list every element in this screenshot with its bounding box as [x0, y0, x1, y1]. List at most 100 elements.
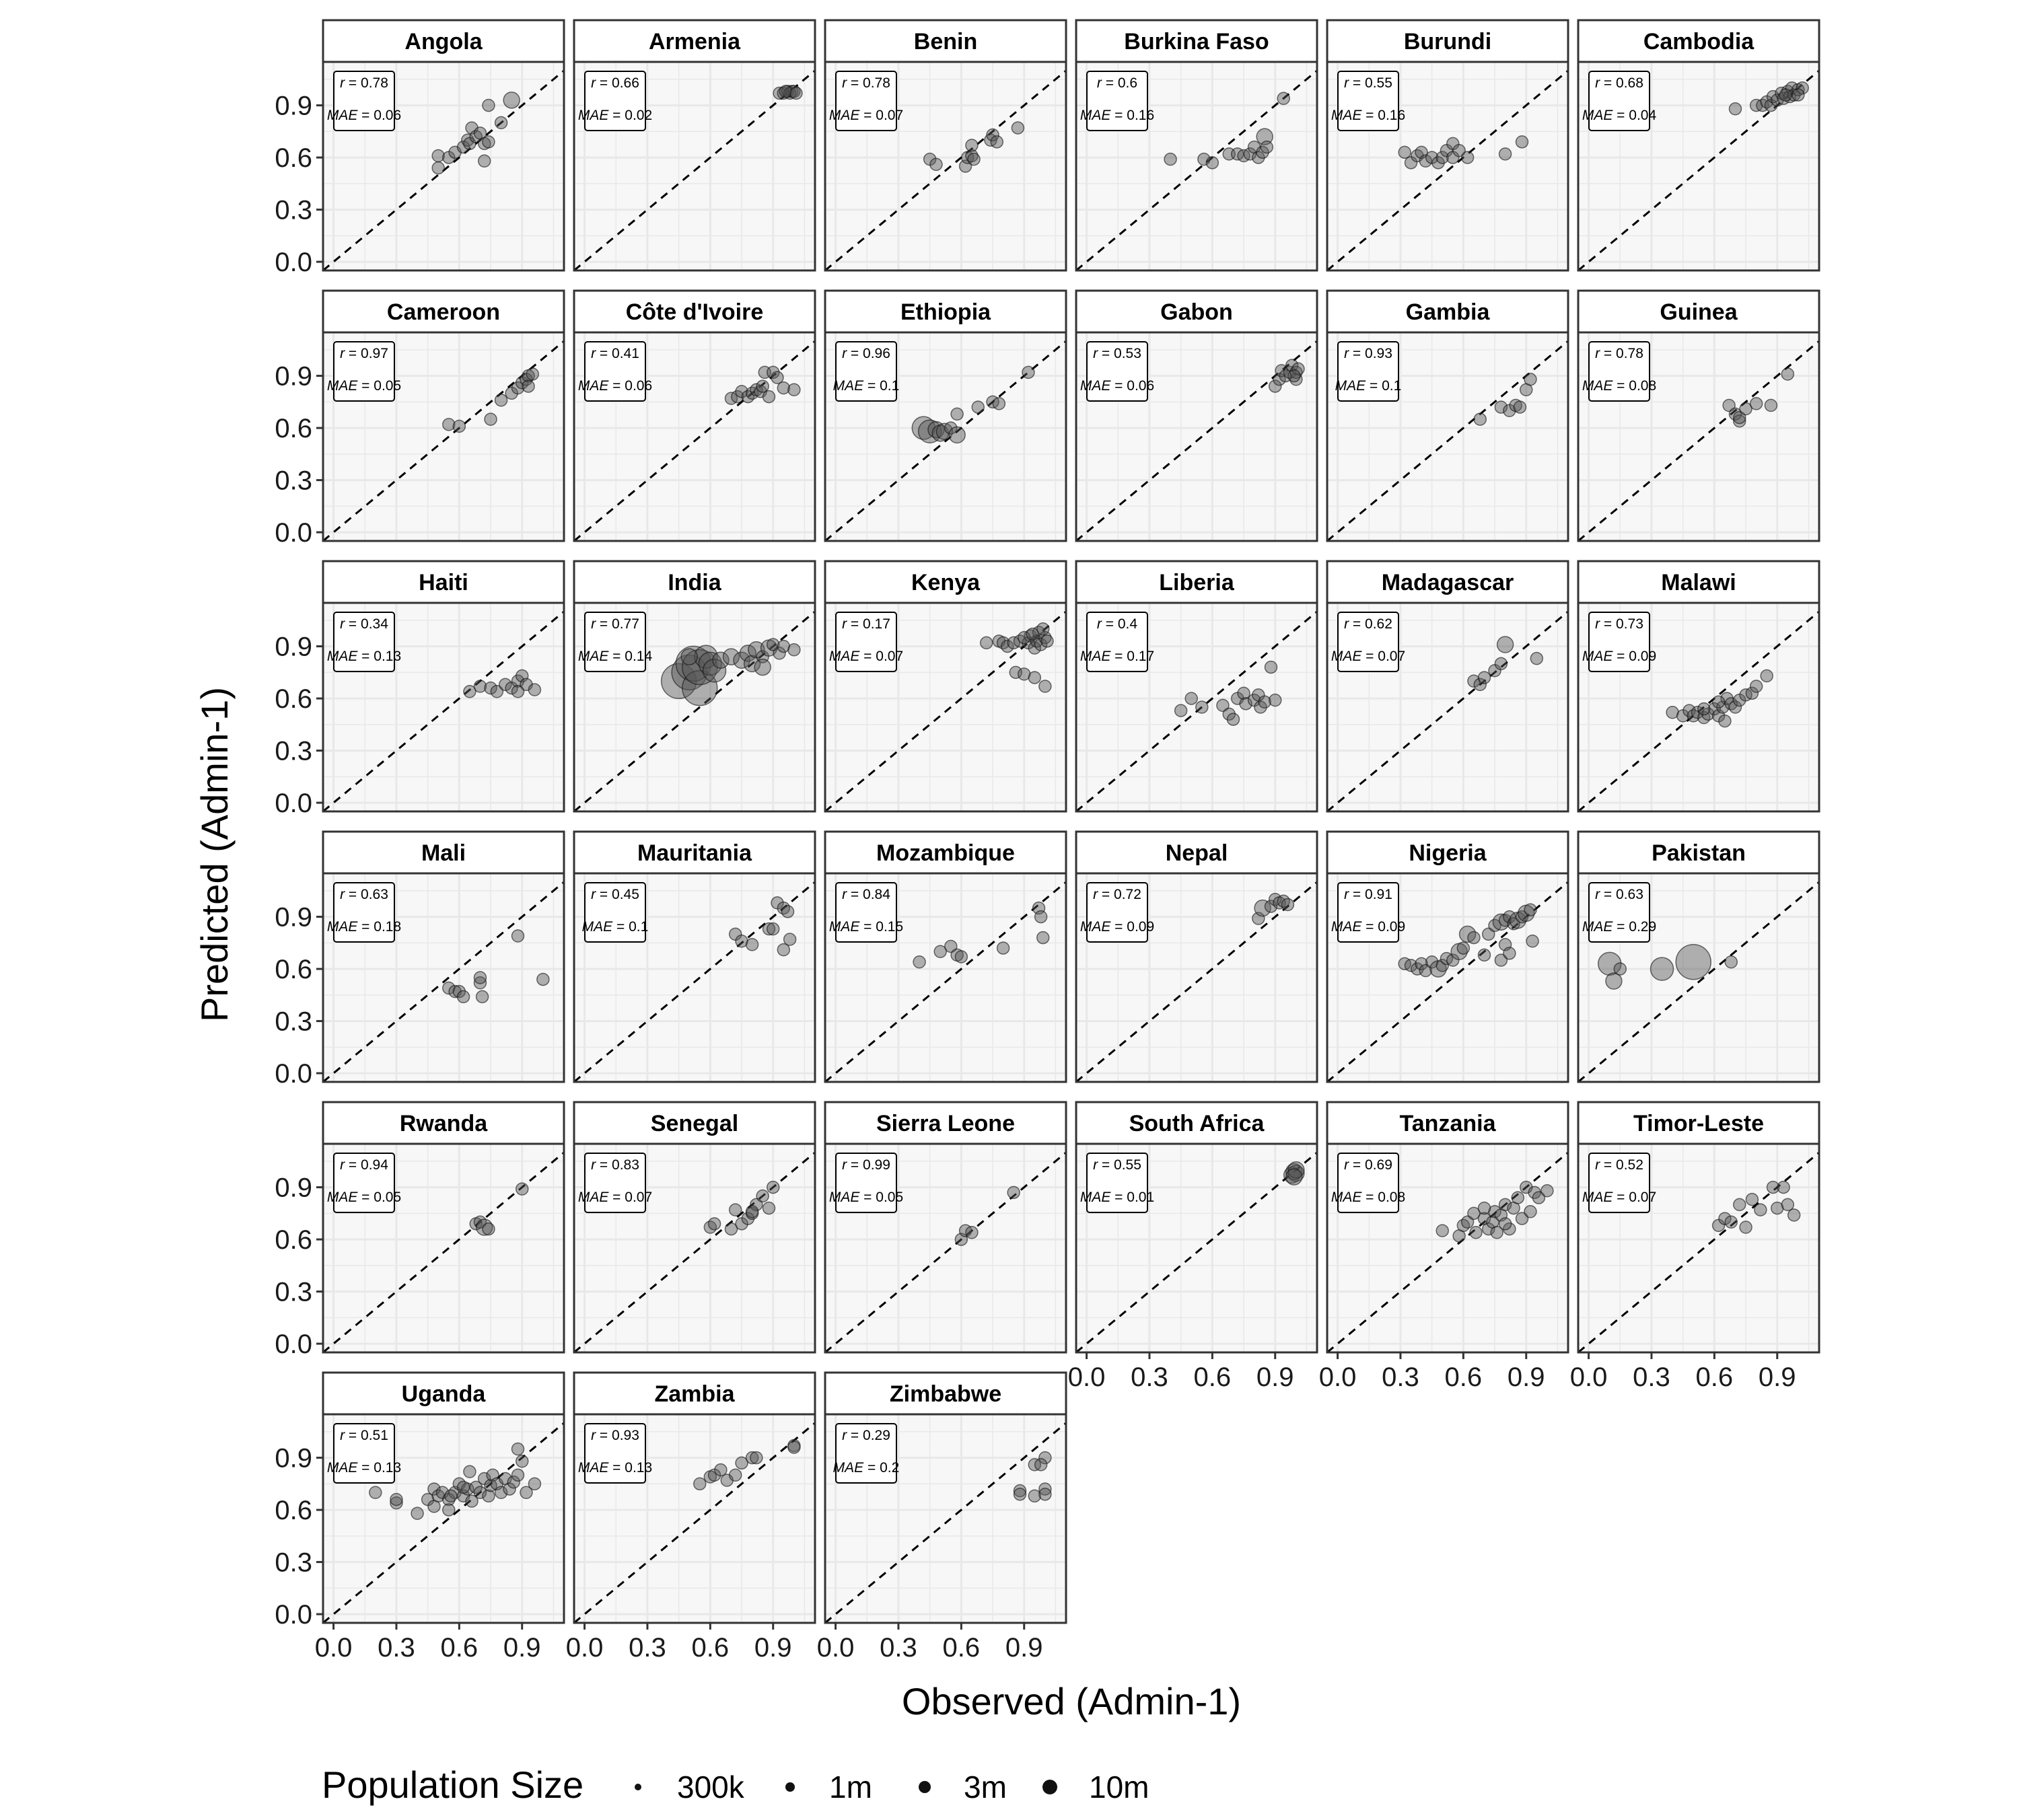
- stats-box: r = 0.63 MAE = 0.29: [1582, 882, 1656, 943]
- panel-strip: [322, 560, 565, 604]
- stat-r: r = 0.45: [591, 887, 639, 902]
- panel-border: [824, 872, 1067, 1083]
- data-point: [526, 367, 540, 381]
- data-point: [1254, 899, 1271, 917]
- data-point: [1258, 695, 1271, 708]
- data-point: [1038, 1488, 1052, 1501]
- identity-line: [1578, 69, 1820, 272]
- stat-r: r = 0.63: [340, 887, 388, 902]
- panel-strip: [573, 289, 816, 334]
- data-point: [452, 984, 466, 998]
- data-point: [442, 418, 456, 431]
- stat-mae: MAE = 0.18: [327, 919, 401, 935]
- data-point: [1268, 893, 1282, 906]
- x-tick-label: 0.6: [1194, 1362, 1232, 1392]
- panel-border: [573, 1413, 816, 1624]
- stats-box: r = 0.77 MAE = 0.14: [578, 612, 652, 672]
- data-point: [781, 905, 795, 918]
- x-tick-label: 0.6: [692, 1633, 730, 1663]
- stat-r: r = 0.78: [1595, 346, 1643, 361]
- data-point: [473, 1486, 487, 1499]
- data-point: [762, 1201, 776, 1215]
- data-point: [1469, 1226, 1483, 1239]
- data-point: [1011, 121, 1025, 135]
- stat-mae: MAE = 0.1: [1335, 378, 1402, 394]
- data-point: [1411, 962, 1424, 976]
- stat-r: r = 0.41: [591, 346, 639, 361]
- y-tick-label: 0.9: [275, 1173, 312, 1203]
- stat-mae: MAE = 0.05: [327, 378, 401, 394]
- data-point: [996, 941, 1010, 955]
- data-point: [1268, 693, 1282, 707]
- panel-strip: [824, 289, 1067, 334]
- data-point: [750, 1451, 763, 1465]
- data-point: [1398, 145, 1411, 159]
- data-point: [1205, 156, 1219, 170]
- stats-box: r = 0.73 MAE = 0.09: [1582, 612, 1656, 672]
- data-point: [1174, 704, 1188, 717]
- stat-mae: MAE = 0.07: [1331, 649, 1405, 664]
- legend-label: 1m: [829, 1770, 872, 1805]
- stat-mae: MAE = 0.09: [1331, 919, 1405, 935]
- stat-r: r = 0.78: [842, 75, 890, 91]
- data-point: [1239, 697, 1252, 711]
- stats-box: r = 0.93 MAE = 0.13: [578, 1423, 652, 1484]
- panel-strip: [322, 830, 565, 875]
- data-point: [1028, 1489, 1042, 1503]
- data-point: [1034, 1458, 1048, 1471]
- data-point: [1264, 900, 1278, 913]
- panel-border: [573, 1142, 816, 1354]
- data-point: [431, 149, 445, 163]
- identity-line: [322, 881, 565, 1083]
- y-tick-label: 0.0: [275, 1600, 312, 1630]
- y-tick-label: 0.0: [275, 789, 312, 818]
- stat-mae: MAE = 0.01: [1080, 1190, 1154, 1205]
- data-point: [680, 648, 698, 665]
- panel-title: Mauritania: [637, 840, 752, 866]
- data-point: [777, 381, 791, 395]
- stat-r: r = 0.93: [591, 1428, 639, 1443]
- data-point: [1040, 634, 1054, 648]
- data-point: [965, 1226, 979, 1239]
- legend-label: 10m: [1089, 1770, 1149, 1805]
- identity-line: [824, 1151, 1067, 1354]
- data-point: [771, 371, 784, 384]
- data-point: [1682, 704, 1696, 717]
- data-point: [469, 130, 483, 143]
- panel-strip: [1075, 19, 1318, 63]
- data-point: [511, 674, 525, 688]
- data-point: [1526, 935, 1539, 948]
- stat-mae: MAE = 0.2: [833, 1460, 900, 1476]
- stat-r: r = 0.6: [1097, 75, 1137, 91]
- data-point: [694, 645, 718, 669]
- data-point: [1532, 1191, 1546, 1204]
- panel-border: [573, 61, 816, 272]
- data-point: [929, 157, 943, 172]
- x-tick-label: 0.3: [1131, 1362, 1168, 1392]
- stat-mae: MAE = 0.09: [1582, 649, 1656, 664]
- data-point: [1473, 678, 1487, 692]
- data-point: [536, 972, 550, 986]
- data-point: [986, 128, 999, 142]
- data-point: [990, 135, 1004, 149]
- data-point: [1494, 953, 1508, 967]
- panel-title: Malawi: [1661, 570, 1736, 595]
- data-point: [1007, 1186, 1020, 1200]
- x-tick-label: 0.9: [1256, 1362, 1294, 1392]
- data-point: [1477, 671, 1491, 684]
- panel-cameroon: Cameroon r = 0.97 MAE = 0.05 0.0 0.3 0.6 0.9: [275, 289, 565, 548]
- stat-r: r = 0.52: [1595, 1157, 1643, 1173]
- data-point: [477, 154, 491, 168]
- stat-r: r = 0.17: [842, 616, 890, 632]
- data-point: [712, 651, 730, 669]
- stat-r: r = 0.78: [340, 75, 388, 91]
- stat-r: r = 0.51: [340, 1428, 388, 1443]
- panel-strip: [1326, 1101, 1569, 1145]
- stat-mae: MAE = 0.15: [829, 919, 903, 935]
- data-point: [722, 648, 740, 665]
- y-tick-label: 0.0: [275, 248, 312, 277]
- data-point: [1226, 713, 1240, 726]
- stats-box: r = 0.69 MAE = 0.08: [1331, 1153, 1405, 1213]
- data-point: [473, 971, 487, 984]
